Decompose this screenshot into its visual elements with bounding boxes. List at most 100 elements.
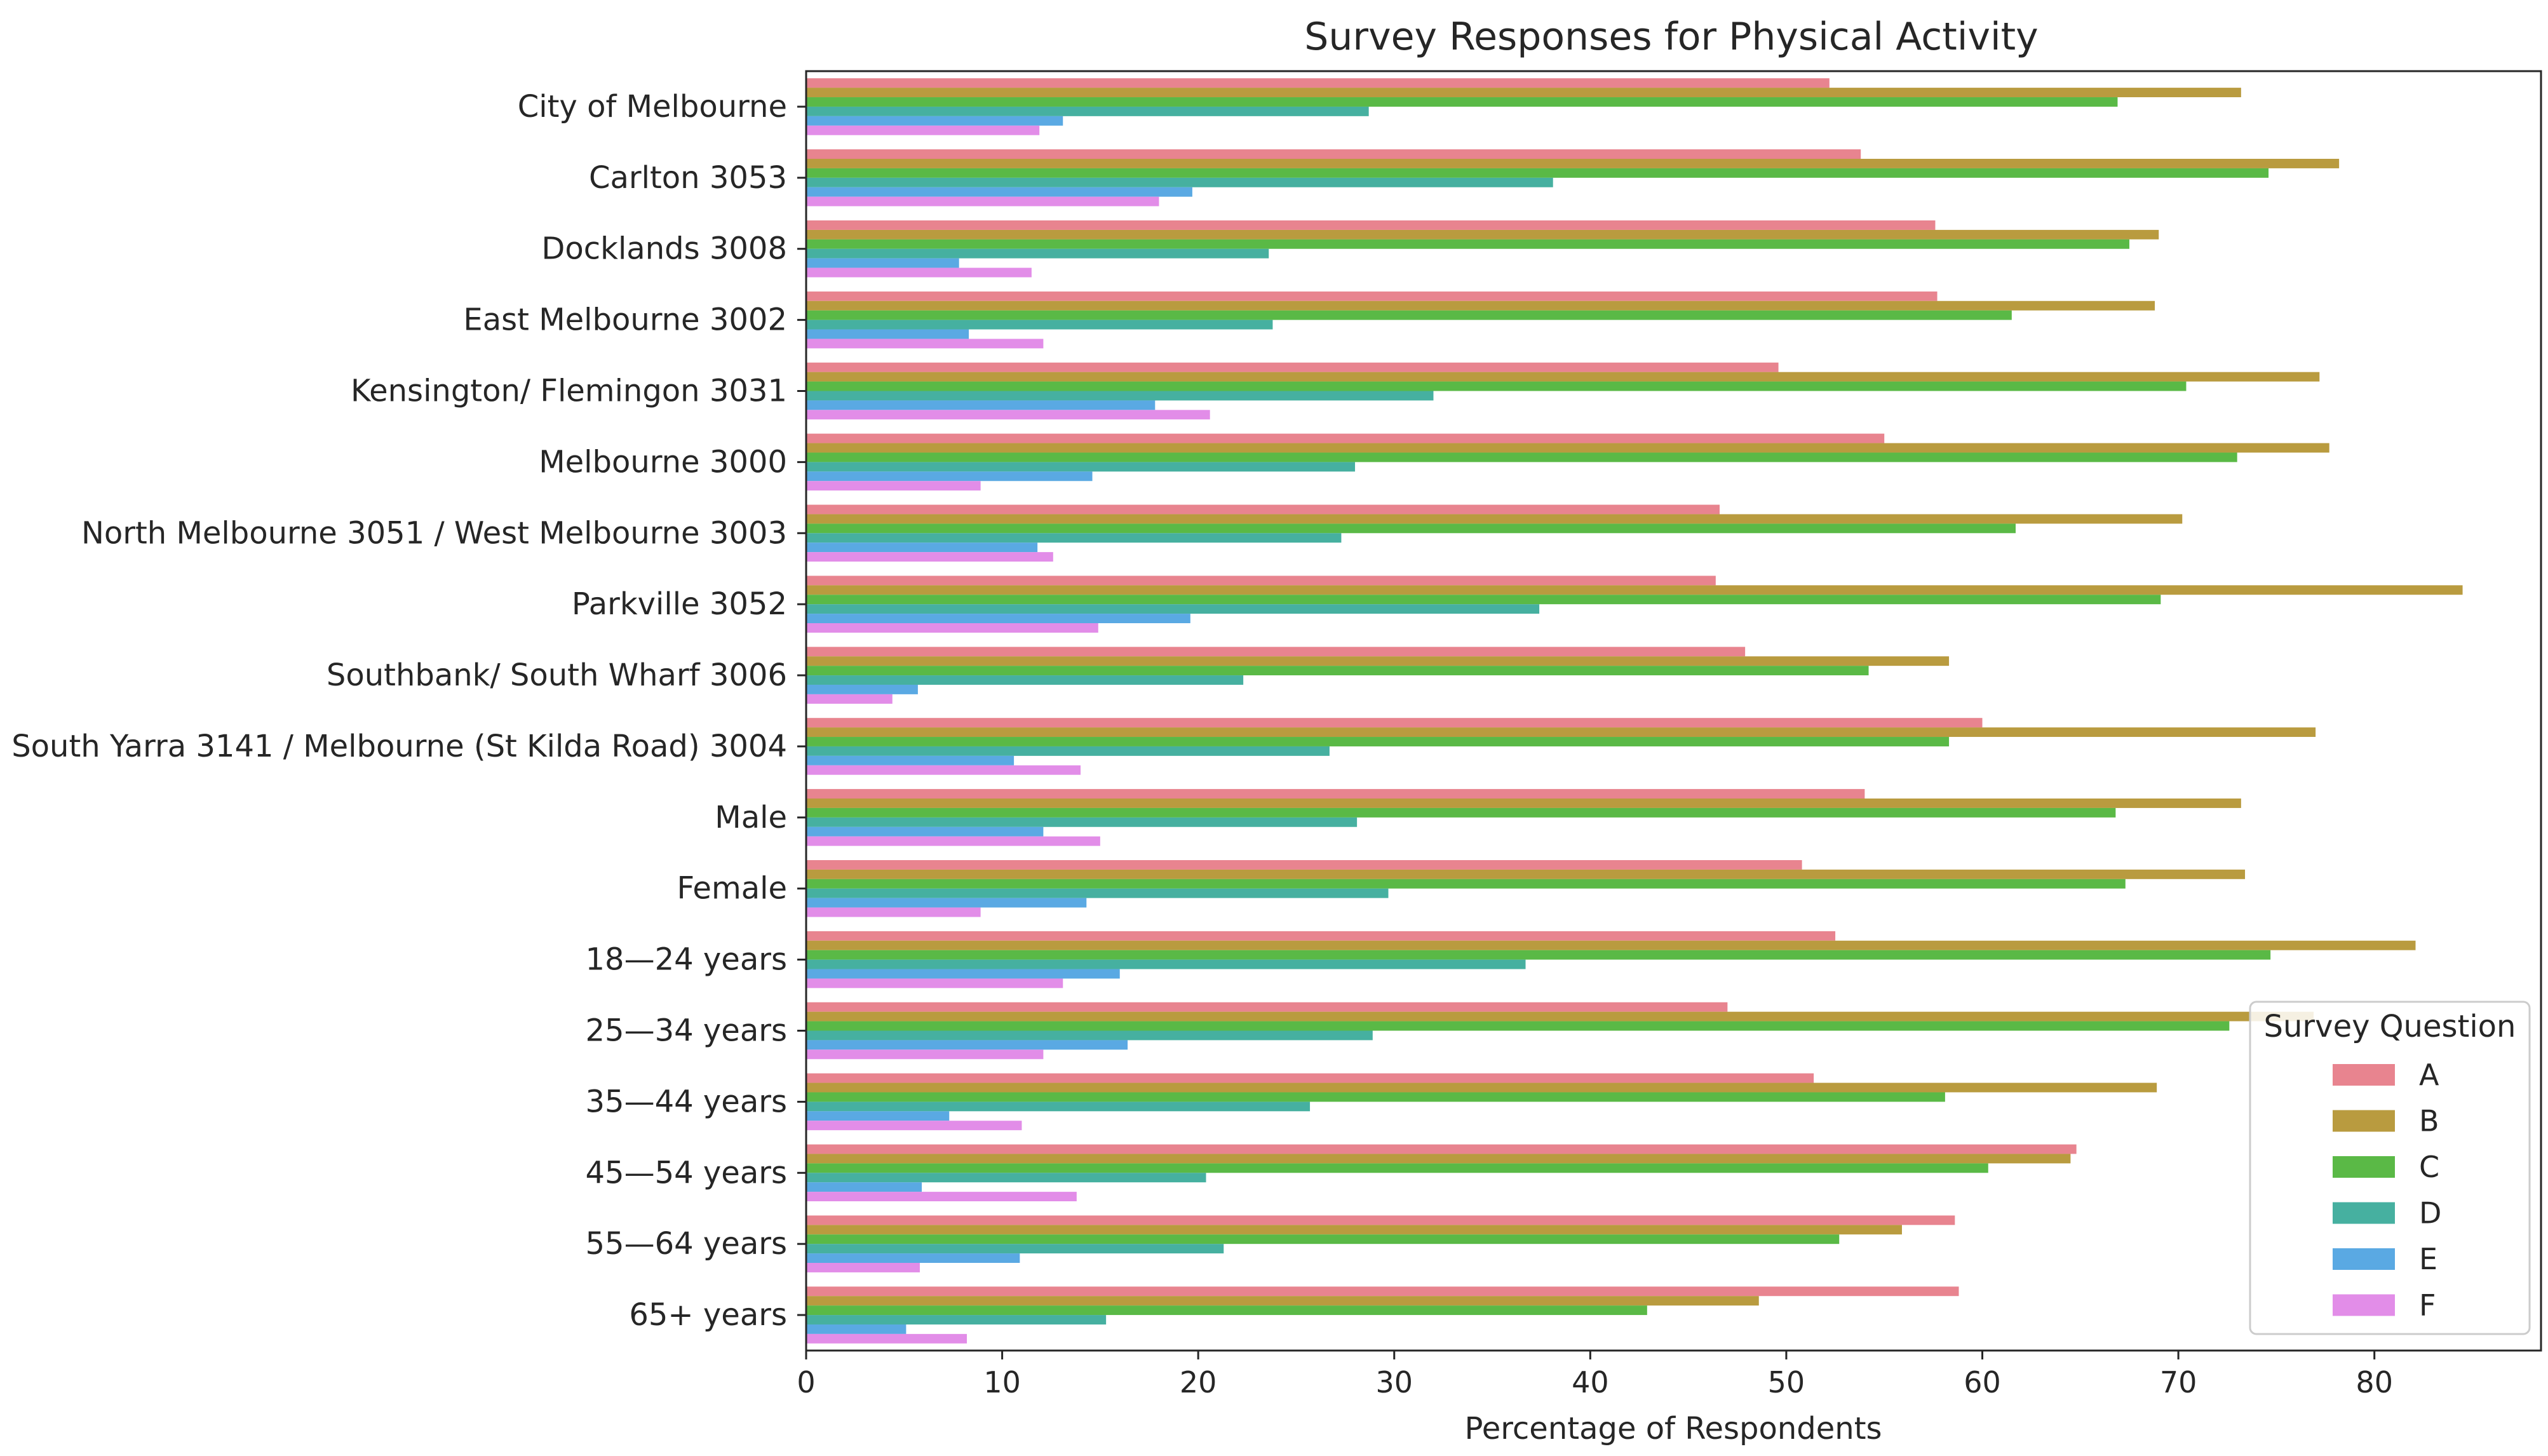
bar-d-17 bbox=[806, 1315, 1107, 1325]
bar-e-10 bbox=[806, 826, 1044, 837]
legend-label-c: C bbox=[2419, 1150, 2439, 1184]
bar-f-1 bbox=[806, 196, 1159, 206]
category-label: 65+ years bbox=[629, 1297, 787, 1333]
bar-a-13 bbox=[806, 1002, 1728, 1012]
bar-c-8 bbox=[806, 666, 1869, 676]
bar-d-14 bbox=[806, 1102, 1311, 1112]
bar-f-7 bbox=[806, 623, 1098, 633]
legend-label-d: D bbox=[2419, 1196, 2441, 1230]
bar-f-17 bbox=[806, 1333, 967, 1344]
x-tick-label: 80 bbox=[2356, 1365, 2393, 1399]
bar-e-6 bbox=[806, 543, 1038, 553]
bar-d-12 bbox=[806, 959, 1526, 969]
bar-f-5 bbox=[806, 481, 981, 491]
legend-label-a: A bbox=[2419, 1058, 2439, 1092]
bar-c-12 bbox=[806, 950, 2271, 960]
bar-d-4 bbox=[806, 391, 1434, 401]
bar-a-1 bbox=[806, 149, 1861, 159]
bar-a-7 bbox=[806, 576, 1716, 586]
category-label: Southbank/ South Wharf 3006 bbox=[327, 657, 787, 693]
plot-frame bbox=[805, 70, 2542, 1352]
category-label: 45—54 years bbox=[585, 1155, 787, 1190]
bar-b-13 bbox=[806, 1011, 2314, 1021]
bar-b-15 bbox=[806, 1154, 2071, 1164]
bar-a-6 bbox=[806, 504, 1720, 515]
bar-a-2 bbox=[806, 220, 1936, 230]
bar-f-16 bbox=[806, 1263, 920, 1272]
bar-f-11 bbox=[806, 907, 981, 917]
bar-a-16 bbox=[806, 1215, 1955, 1225]
bar-b-2 bbox=[806, 229, 2159, 239]
bar-b-8 bbox=[806, 656, 1950, 666]
bar-f-3 bbox=[806, 339, 1044, 349]
bar-c-3 bbox=[806, 310, 2012, 320]
category-label: East Melbourne 3002 bbox=[463, 302, 787, 338]
legend-label-f: F bbox=[2419, 1288, 2436, 1323]
bar-e-11 bbox=[806, 898, 1087, 908]
bar-d-11 bbox=[806, 888, 1389, 898]
bar-a-4 bbox=[806, 362, 1779, 372]
bar-c-15 bbox=[806, 1163, 1988, 1173]
legend-title: Survey Question bbox=[2264, 1009, 2516, 1044]
bar-e-1 bbox=[806, 187, 1192, 197]
chart-title: Survey Responses for Physical Activity bbox=[1304, 15, 2038, 59]
bar-a-15 bbox=[806, 1144, 2077, 1154]
bar-b-9 bbox=[806, 727, 2316, 738]
bar-a-14 bbox=[806, 1073, 1814, 1083]
category-label: City of Melbourne bbox=[518, 89, 787, 125]
bar-d-5 bbox=[806, 462, 1356, 472]
category-label: 25—34 years bbox=[585, 1013, 787, 1049]
bar-c-4 bbox=[806, 381, 2187, 391]
bar-b-11 bbox=[806, 869, 2246, 879]
legend-swatch-c bbox=[2333, 1156, 2395, 1178]
bar-c-7 bbox=[806, 595, 2161, 605]
category-label: Parkville 3052 bbox=[572, 586, 787, 622]
bar-a-12 bbox=[806, 931, 1836, 941]
bar-c-14 bbox=[806, 1092, 1945, 1102]
category-label: Female bbox=[677, 871, 787, 907]
bar-e-15 bbox=[806, 1182, 922, 1192]
bar-c-2 bbox=[806, 239, 2129, 249]
bar-b-17 bbox=[806, 1296, 1759, 1306]
bar-c-16 bbox=[806, 1234, 1840, 1244]
bar-c-6 bbox=[806, 523, 2016, 534]
category-label: Male bbox=[715, 800, 787, 835]
x-tick-label: 40 bbox=[1572, 1365, 1609, 1399]
category-label: 18—24 years bbox=[585, 942, 787, 978]
bar-c-5 bbox=[806, 452, 2237, 462]
bar-d-15 bbox=[806, 1173, 1206, 1183]
bar-c-1 bbox=[806, 168, 2269, 178]
bar-b-12 bbox=[806, 940, 2416, 950]
bar-b-7 bbox=[806, 585, 2463, 595]
bar-d-13 bbox=[806, 1030, 1373, 1041]
bar-e-17 bbox=[806, 1324, 907, 1334]
x-tick-label: 20 bbox=[1180, 1365, 1217, 1399]
bar-f-14 bbox=[806, 1121, 1022, 1131]
bar-a-5 bbox=[806, 433, 1885, 443]
x-axis-ticks: 0 10 20 30 40 50 60 70 80 bbox=[797, 105, 2393, 1399]
x-tick-label: 10 bbox=[983, 1365, 1021, 1399]
bar-e-8 bbox=[806, 684, 918, 694]
category-label: North Melbourne 3051 / West Melbourne 30… bbox=[81, 515, 787, 551]
bar-e-14 bbox=[806, 1111, 950, 1121]
bar-d-8 bbox=[806, 675, 1244, 685]
legend-swatch-e bbox=[2333, 1248, 2395, 1270]
bar-f-8 bbox=[806, 694, 893, 704]
bar-a-9 bbox=[806, 718, 1983, 728]
bar-e-0 bbox=[806, 116, 1063, 126]
bar-c-13 bbox=[806, 1021, 2230, 1031]
legend-label-e: E bbox=[2419, 1242, 2437, 1276]
bar-b-4 bbox=[806, 372, 2320, 382]
category-label: Carlton 3053 bbox=[589, 160, 787, 196]
x-tick-label: 70 bbox=[2160, 1365, 2197, 1399]
bar-c-11 bbox=[806, 879, 2126, 889]
bar-e-2 bbox=[806, 258, 959, 268]
bar-f-9 bbox=[806, 765, 1081, 775]
bar-d-10 bbox=[806, 817, 1358, 827]
category-label: Kensington/ Flemingon 3031 bbox=[351, 374, 787, 409]
bar-b-1 bbox=[806, 159, 2340, 168]
bar-e-9 bbox=[806, 755, 1014, 765]
